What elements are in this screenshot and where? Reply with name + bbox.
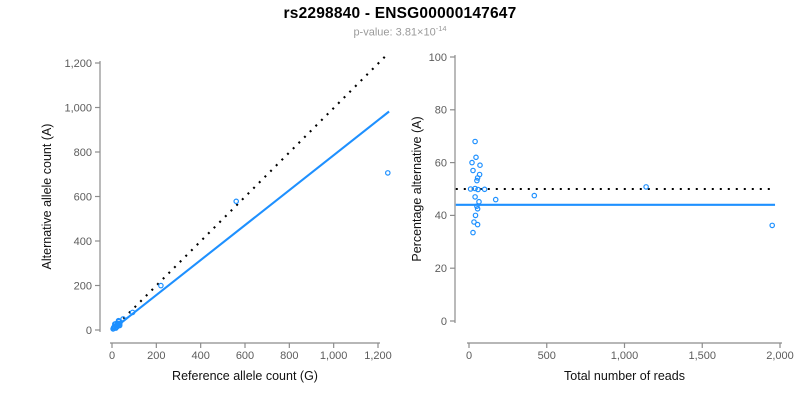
data-point (474, 177, 480, 184)
x-axis-tick-label: 1,500 (688, 350, 716, 362)
x-axis-tick-label: 500 (538, 350, 556, 362)
x-axis-tick-label: 1,200 (364, 350, 392, 362)
data-point (116, 322, 123, 329)
data-point (477, 162, 483, 169)
data-point (469, 159, 475, 166)
data-point (492, 196, 499, 203)
identity-line (111, 53, 389, 331)
x-axis-tick-label: 0 (466, 350, 472, 362)
panel-allele-counts: 0 200 400 600 800 1,000 1,200 0 200 400 600 800 1,00… (40, 53, 392, 383)
x-axis-tick-label: 400 (191, 350, 209, 362)
panel-percentage-vs-reads: 0 20 40 60 80 100 0 500 1,000 1,500 2,000 Total num… (410, 52, 794, 383)
data-point (473, 154, 479, 161)
x-axis-title: Total number of reads (564, 369, 685, 383)
data-point (474, 175, 481, 181)
x-axis-title: Reference allele count (G) (172, 369, 318, 383)
x-axis-tick-label: 2,000 (766, 350, 794, 362)
data-point (472, 194, 478, 200)
pvalue-prefix: p-value: (353, 26, 396, 39)
data-point (643, 184, 649, 190)
y-axis-title: Alternative allele count (A) (40, 124, 54, 270)
data-point (472, 185, 478, 192)
y-axis-tick-label: 60 (435, 157, 447, 169)
data-point (474, 221, 481, 228)
x-axis-tick-label: 800 (280, 350, 298, 362)
data-point (158, 282, 164, 289)
data-point (481, 186, 488, 193)
data-point (474, 203, 480, 210)
data-point (472, 212, 479, 219)
data-point (470, 229, 476, 236)
data-point (769, 222, 776, 229)
figure-title: rs2298840 - ENSG00000147647 (283, 5, 517, 22)
figure-subtitle: p-value: 3.81×10-14 (0, 24, 800, 39)
pvalue-exponent: -14 (435, 24, 447, 33)
data-point (384, 170, 391, 176)
data-point (129, 309, 136, 316)
y-axis-tick-label: 40 (435, 210, 447, 222)
x-axis-tick-label: 1,000 (611, 350, 639, 362)
data-point (472, 138, 478, 145)
y-axis-tick-label: 1,200 (64, 58, 92, 70)
x-axis-tick-label: 200 (147, 350, 165, 362)
x-axis-tick-label: 1,000 (320, 350, 348, 362)
data-point (474, 206, 481, 212)
y-axis-tick-label: 80 (435, 105, 447, 117)
data-point (531, 192, 538, 199)
data-point (113, 325, 119, 331)
x-axis-tick-label: 0 (109, 350, 115, 362)
y-axis-tick-label: 0 (86, 325, 92, 337)
y-axis-tick-label: 20 (435, 263, 447, 275)
data-point (120, 316, 126, 322)
y-axis-tick-label: 200 (74, 280, 92, 292)
y-axis-tick-label: 1,000 (64, 102, 92, 114)
y-axis-tick-label: 400 (74, 236, 92, 248)
y-axis-title: Percentage alternative (A) (410, 116, 424, 261)
data-point (470, 167, 476, 174)
y-axis-tick-label: 800 (74, 147, 92, 159)
y-axis-tick-label: 100 (429, 52, 447, 64)
data-point (475, 186, 481, 193)
data-point (233, 198, 240, 205)
pvalue-mantissa: 3.81×10 (395, 26, 436, 39)
y-axis-tick-label: 600 (74, 191, 92, 203)
x-axis-tick-label: 600 (236, 350, 254, 362)
fit-line (111, 110, 390, 331)
y-axis-tick-label: 0 (441, 316, 447, 328)
data-point (471, 219, 477, 225)
data-point (476, 198, 482, 205)
